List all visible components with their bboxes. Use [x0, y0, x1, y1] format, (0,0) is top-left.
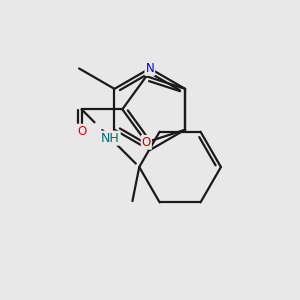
Text: NH: NH — [101, 132, 120, 145]
Text: O: O — [77, 125, 86, 138]
Text: O: O — [142, 136, 151, 149]
Text: N: N — [146, 62, 154, 75]
